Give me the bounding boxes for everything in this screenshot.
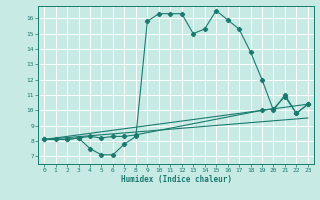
X-axis label: Humidex (Indice chaleur): Humidex (Indice chaleur) [121, 175, 231, 184]
